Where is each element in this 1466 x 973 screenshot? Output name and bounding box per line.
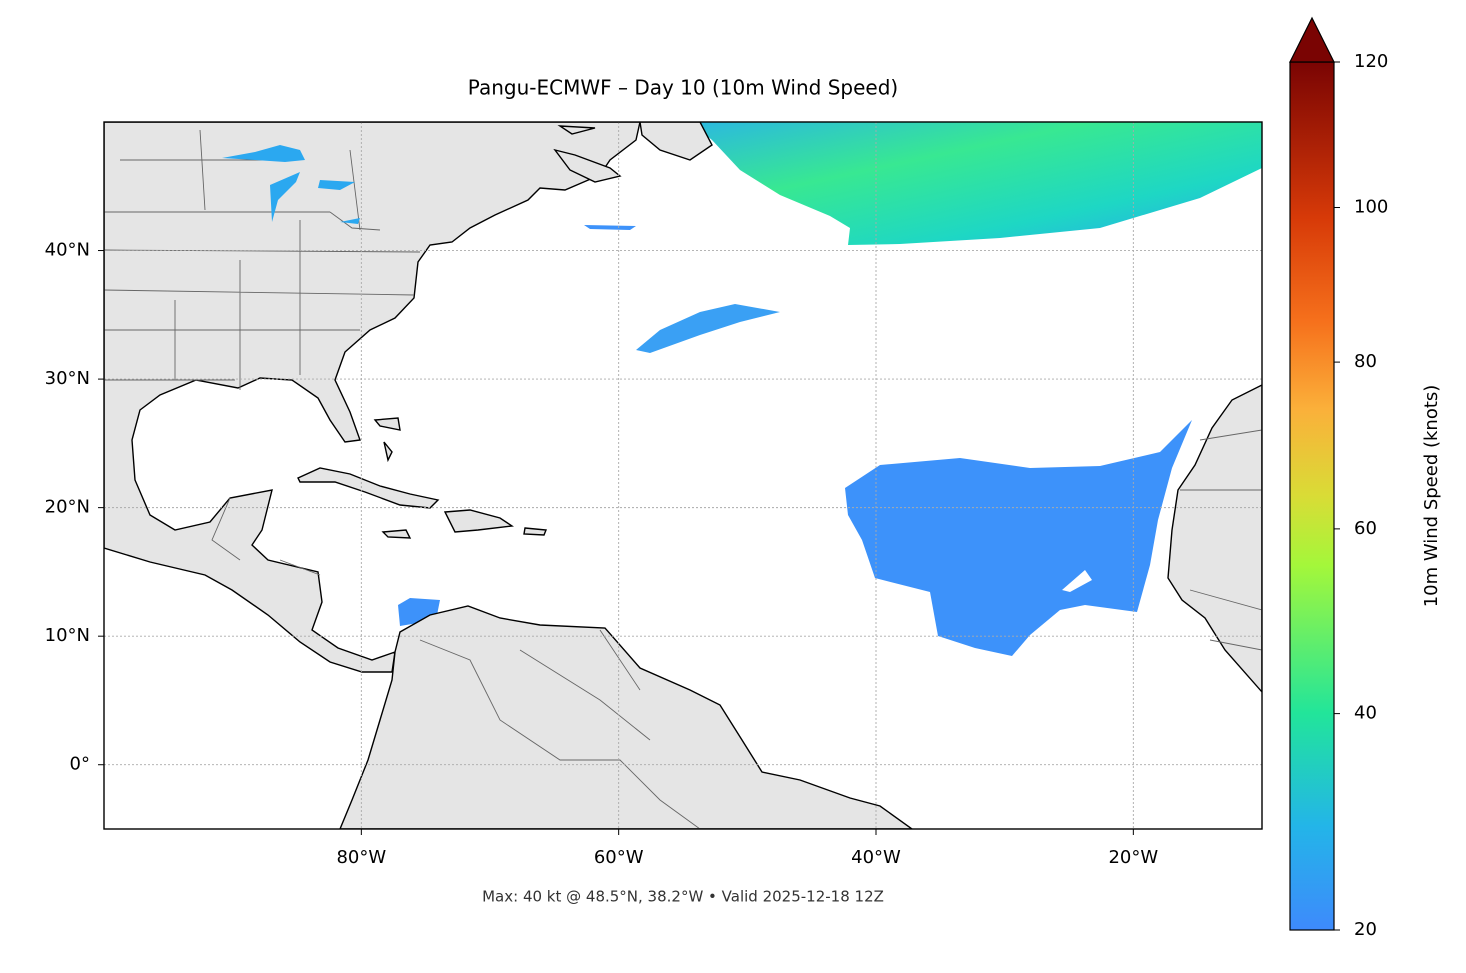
grid (104, 122, 1262, 829)
chart-title: Pangu-ECMWF – Day 10 (10m Wind Speed) (468, 76, 898, 100)
y-tick-label: 10°N (45, 625, 90, 646)
wind-field (584, 225, 636, 230)
y-tick-label: 0° (70, 754, 90, 775)
map (104, 122, 1262, 829)
island (557, 122, 713, 161)
colorbar-tick-label: 40 (1354, 703, 1377, 724)
colorbar-extend (1289, 16, 1335, 63)
colorbar-tick-label: 100 (1354, 197, 1388, 218)
x-tick-label: 80°W (336, 847, 386, 868)
lake (222, 145, 360, 224)
colorbar-tick-label: 80 (1354, 351, 1377, 372)
colorbar: 20 40 60 80 100 120 (1289, 16, 1388, 940)
x-tick-label: 20°W (1108, 847, 1158, 868)
island (553, 148, 622, 183)
island (443, 509, 514, 533)
colorbar-label: 10m Wind Speed (knots) (1421, 385, 1442, 608)
y-tick-label: 30°N (45, 368, 90, 389)
island (297, 467, 440, 509)
colorbar-tick-label: 20 (1354, 919, 1377, 940)
island (381, 529, 412, 539)
island (373, 417, 401, 463)
x-tick-label: 40°W (851, 847, 901, 868)
wind-field (690, 122, 1262, 245)
wind-field (636, 304, 780, 353)
land (1167, 384, 1262, 694)
annotation: Max: 40 kt @ 48.5°N, 38.2°W • Valid 2025… (482, 888, 884, 906)
land (339, 605, 914, 829)
y-tick-label: 40°N (45, 240, 90, 261)
plot-frame (103, 121, 1263, 830)
border (104, 129, 1262, 829)
x-tick-label: 60°W (594, 847, 644, 868)
island (523, 527, 547, 536)
land (104, 122, 641, 673)
colorbar-tick-label: 60 (1354, 518, 1377, 539)
colorbar-ramp (1289, 61, 1335, 931)
wind-field (845, 420, 1192, 656)
colorbar-tick-label: 120 (1354, 51, 1388, 72)
y-tick-label: 20°N (45, 497, 90, 518)
